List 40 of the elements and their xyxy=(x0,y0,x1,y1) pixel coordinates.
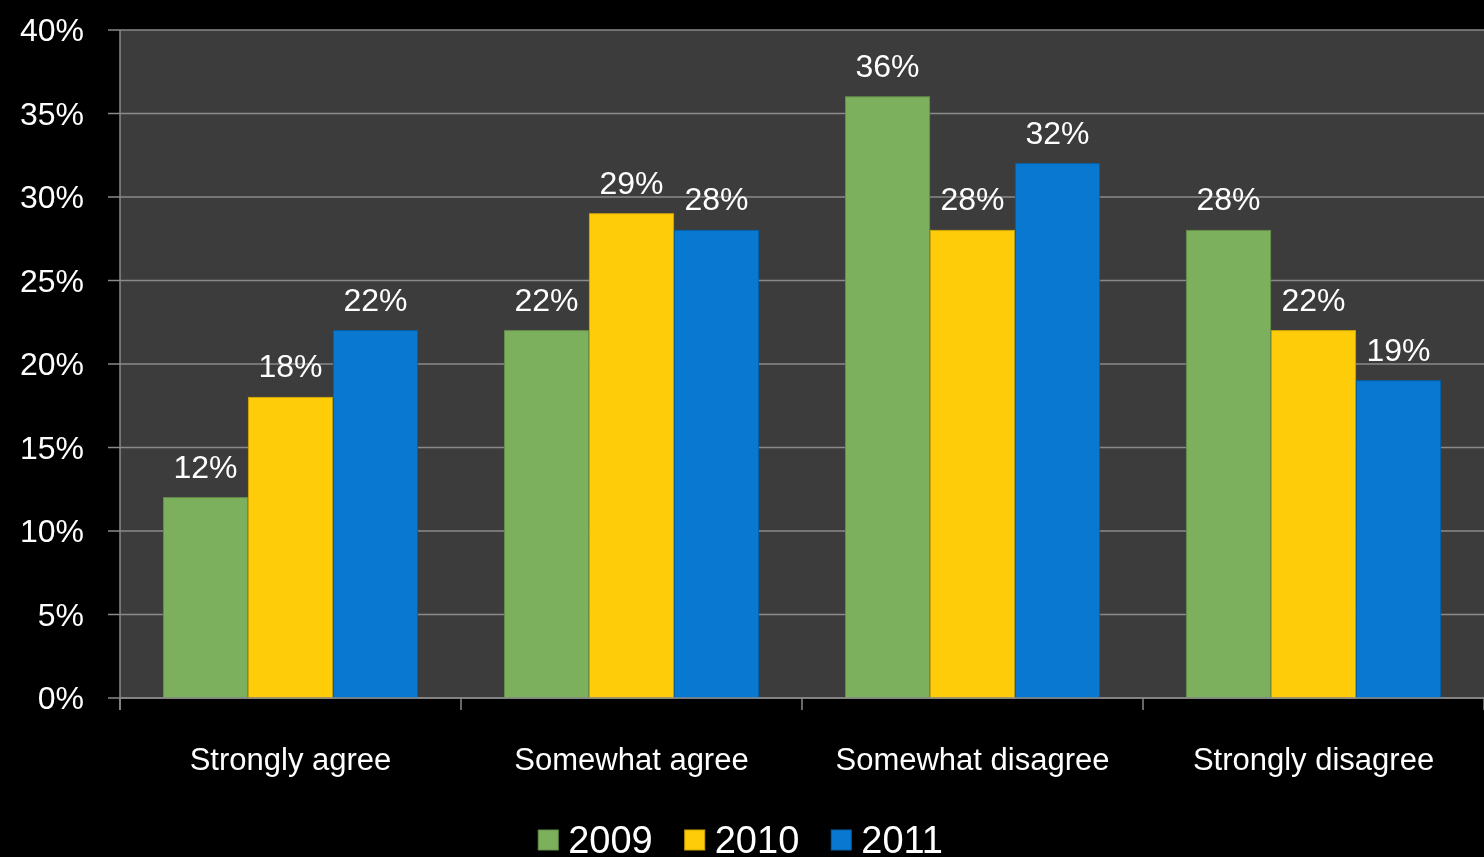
bar xyxy=(247,396,334,699)
data-label: 36% xyxy=(855,47,920,84)
y-tick-label: 35% xyxy=(19,95,84,132)
bar xyxy=(673,229,760,699)
x-tick-label: Somewhat agree xyxy=(514,742,749,777)
x-tick-label: Strongly disagree xyxy=(1192,742,1435,777)
x-tick-label: Strongly agree xyxy=(189,742,392,777)
data-label: 28% xyxy=(684,181,749,218)
data-label: 28% xyxy=(940,181,1005,218)
data-label: 12% xyxy=(173,448,238,485)
data-label: 19% xyxy=(1366,331,1431,368)
y-tick-label: 15% xyxy=(19,429,84,466)
bar xyxy=(588,213,675,699)
x-tick-label: Somewhat disagree xyxy=(835,742,1110,777)
legend-label: 2010 xyxy=(714,819,800,857)
data-label: 29% xyxy=(599,164,664,201)
legend-label: 2011 xyxy=(861,819,943,857)
bar xyxy=(162,497,249,699)
y-tick-label: 20% xyxy=(19,346,84,383)
data-label: 32% xyxy=(1025,114,1090,151)
bar xyxy=(1355,380,1442,699)
y-tick-label: 5% xyxy=(37,596,84,633)
bar xyxy=(929,229,1016,699)
y-tick-label: 10% xyxy=(19,513,84,550)
bar xyxy=(844,96,931,699)
legend-label: 2009 xyxy=(568,819,653,857)
y-tick-label: 0% xyxy=(37,680,84,717)
y-tick-label: 25% xyxy=(19,262,84,299)
bar xyxy=(1185,229,1272,699)
data-label: 22% xyxy=(514,281,579,318)
data-label: 22% xyxy=(343,281,408,318)
y-tick-label: 30% xyxy=(19,179,84,216)
bar xyxy=(332,330,419,699)
data-label: 28% xyxy=(1196,181,1261,218)
bar xyxy=(1014,163,1101,699)
bar xyxy=(503,330,590,699)
data-label: 22% xyxy=(1281,281,1346,318)
bar xyxy=(1270,330,1357,699)
data-label: 18% xyxy=(258,348,323,385)
y-tick-label: 40% xyxy=(19,12,84,49)
